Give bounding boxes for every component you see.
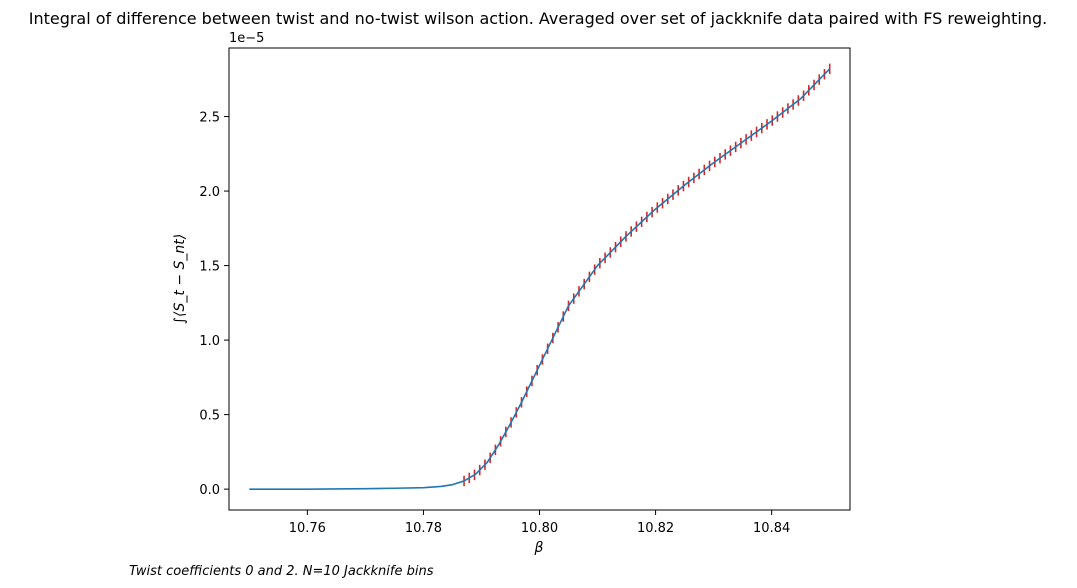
y-tick-label: 1.5 — [199, 260, 220, 275]
y-tick-label: 0.0 — [199, 483, 220, 498]
plot-area — [228, 47, 851, 511]
x-tick-label: 10.82 — [637, 521, 674, 536]
y-axis-label: ∫⟨S_t − S_nt⟩ — [172, 234, 188, 324]
y-axis-ticks: 0.0 0.5 1.0 1.5 2.0 2.5 — [199, 111, 229, 498]
series-group — [249, 68, 831, 490]
x-tick-label: 10.78 — [405, 521, 442, 536]
footnote: Twist coefficients 0 and 2. N=10 Jackkni… — [129, 564, 434, 579]
x-tick-label: 10.80 — [521, 521, 558, 536]
y-tick-label: 2.5 — [199, 111, 220, 126]
x-axis-label: β — [534, 540, 544, 556]
x-axis-ticks: 10.76 10.78 10.80 10.82 10.84 — [289, 510, 790, 536]
x-tick-label: 10.76 — [289, 521, 326, 536]
series-line — [249, 68, 831, 490]
y-tick-label: 2.0 — [199, 185, 220, 200]
chart-title: Integral of difference between twist and… — [29, 9, 1048, 28]
y-tick-label: 0.5 — [199, 409, 220, 424]
y-tick-label: 1.0 — [199, 334, 220, 349]
x-tick-label: 10.84 — [753, 521, 790, 536]
y-scale-label: 1e−5 — [229, 31, 264, 46]
